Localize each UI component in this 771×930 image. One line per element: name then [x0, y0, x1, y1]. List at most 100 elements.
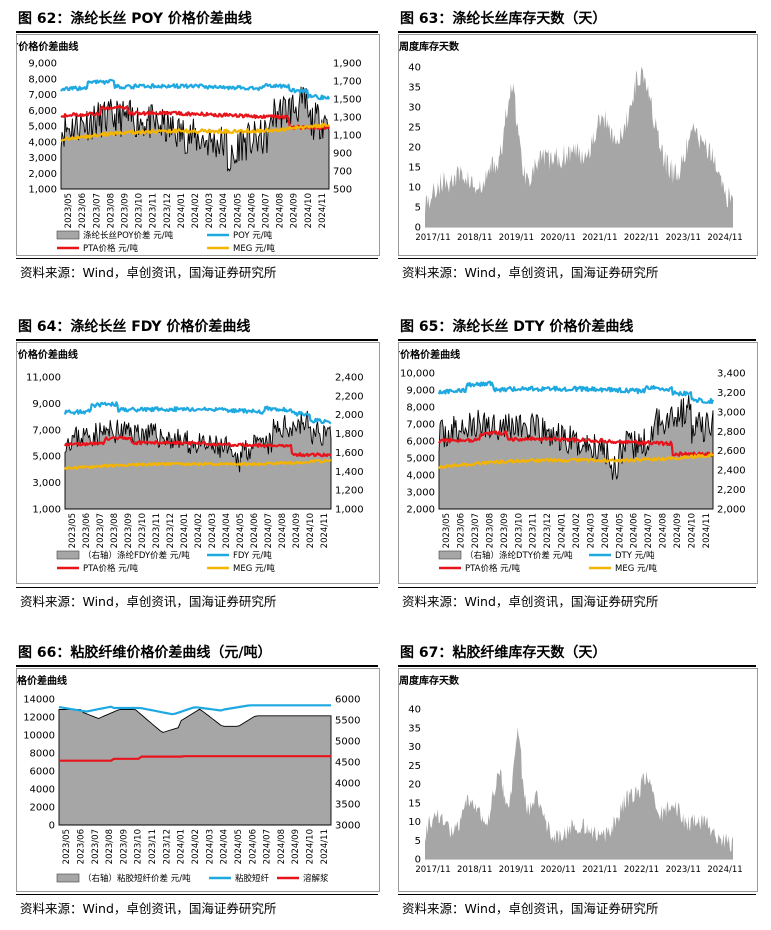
figure-title: 图 64：涤纶长丝 FDY 价格价差曲线 — [18, 319, 251, 335]
source-note: 资料来源：Wind，卓创资讯，国海证券研究所 — [20, 594, 277, 609]
left-tick-label: 15 — [408, 163, 421, 174]
x-tick-label: 2024/03 — [208, 513, 218, 548]
title-rule — [16, 339, 378, 341]
title-rule — [16, 665, 378, 667]
x-tick-label: 2024/03 — [586, 513, 596, 548]
meg-price-line — [438, 452, 714, 470]
source-rule — [16, 894, 378, 895]
x-tick-label: 2024/02 — [572, 513, 582, 548]
source-note: 资料来源：Wind，卓创资讯，国海证券研究所 — [402, 265, 659, 280]
x-tick-label: 2020/11 — [540, 233, 575, 243]
right-tick-label: 500 — [333, 185, 352, 196]
x-tick-label: 2024/03 — [205, 193, 215, 228]
x-tick-label: 2023/11 — [152, 513, 162, 548]
meg-price-line — [64, 459, 332, 471]
right-tick-label: 1,800 — [335, 429, 364, 440]
left-tick-label: 7,000 — [28, 90, 57, 101]
figure-title: 图 63：涤纶长丝库存天数（天） — [400, 11, 607, 27]
x-tick-label: 2024/09 — [291, 829, 301, 864]
left-tick-label: 10 — [408, 183, 421, 194]
right-tick-label: 5000 — [335, 737, 360, 748]
x-tick-label: 2021/11 — [582, 233, 617, 243]
x-tick-label: 2024/11 — [320, 513, 330, 548]
pta-price-line — [64, 435, 332, 458]
left-tick-label: 5,000 — [28, 122, 57, 133]
source-rule — [398, 894, 756, 895]
x-tick-label: 2022/11 — [624, 233, 659, 243]
left-tick-label: 4,000 — [28, 137, 57, 148]
figure-title: 图 66：粘胶纤维价格价差曲线（元/吨） — [18, 645, 272, 661]
right-tick-label: 4000 — [335, 779, 360, 790]
x-tick-label: 2024/01 — [177, 193, 187, 228]
left-tick-label: 20 — [408, 780, 421, 791]
right-tick-label: 6000 — [335, 695, 360, 706]
x-tick-label: 2018/11 — [457, 865, 492, 875]
legend-swatch — [56, 550, 80, 560]
x-tick-label: 2023/06 — [457, 513, 467, 548]
x-tick-label: 2023/05 — [64, 193, 74, 228]
x-tick-label: 2024/07 — [262, 193, 272, 228]
x-tick-label: 2023/08 — [485, 513, 495, 548]
x-tick-label: 2023/12 — [163, 193, 173, 228]
figure-title: 图 67：粘胶纤维库存天数（天） — [400, 645, 607, 661]
left-tick-label: 2000 — [30, 803, 55, 814]
x-tick-label: 2023/09 — [120, 193, 130, 228]
source-note: 资料来源：Wind，卓创资讯，国海证券研究所 — [402, 594, 659, 609]
x-tick-label: 2023/11 — [666, 865, 701, 875]
x-tick-label: 2023/12 — [543, 513, 553, 548]
left-tick-label: 14000 — [23, 695, 55, 706]
legend-label: MEG 元/吨 — [615, 563, 657, 574]
pulp-price-line — [59, 755, 331, 762]
x-tick-label: 2023/11 — [149, 193, 159, 228]
left-tick-label: 15 — [408, 798, 421, 809]
x-tick-label: 2024/11 — [707, 233, 742, 243]
source-rule — [16, 258, 378, 259]
figure-title: 图 65：涤纶长丝 DTY 价格价差曲线 — [400, 319, 634, 335]
right-tick-label: 2,000 — [335, 410, 364, 421]
left-tick-label: 25 — [408, 761, 421, 772]
x-tick-label: 2024/10 — [687, 513, 697, 548]
left-tick-label: 35 — [408, 83, 421, 94]
x-tick-label: 2023/09 — [124, 513, 134, 548]
right-tick-label: 3500 — [335, 800, 360, 811]
left-tick-label: 0 — [415, 855, 421, 866]
legend-swatch — [56, 230, 80, 240]
figure-title: 图 62：涤纶长丝 POY 价格价差曲线 — [18, 11, 252, 27]
x-tick-label: 2024/06 — [248, 829, 258, 864]
legend-label: 粘胶短纤 — [235, 873, 270, 884]
x-tick-label: 2023/07 — [471, 513, 481, 548]
legend-label: POY 元/吨 — [233, 230, 273, 241]
x-tick-label: 2024/03 — [205, 829, 215, 864]
x-tick-label: 2024/09 — [292, 513, 302, 548]
left-tick-label: 10 — [408, 817, 421, 828]
source-rule — [16, 587, 378, 588]
x-tick-label: 2023/10 — [134, 829, 144, 864]
x-tick-label: 2023/08 — [110, 513, 120, 548]
legend-label: DTY 元/吨 — [615, 550, 655, 561]
left-tick-label: 30 — [408, 103, 421, 114]
source-note: 资料来源：Wind，卓创资讯，国海证券研究所 — [402, 901, 659, 916]
right-tick-label: 700 — [333, 167, 352, 178]
x-tick-label: 2024/04 — [222, 513, 232, 548]
source-note: 资料来源：Wind，卓创资讯，国海证券研究所 — [20, 265, 277, 280]
x-tick-label: 2024/05 — [615, 513, 625, 548]
left-tick-label: 25 — [408, 123, 421, 134]
x-tick-label: 2024/04 — [220, 829, 230, 864]
right-tick-label: 3000 — [335, 821, 360, 832]
x-tick-label: 2024/06 — [250, 513, 260, 548]
right-tick-label: 1,600 — [335, 448, 364, 459]
chart-title: 涤纶长丝中国周度库存天数 — [399, 40, 460, 53]
x-tick-label: 2024/08 — [278, 513, 288, 548]
x-tick-label: 2024/10 — [304, 193, 314, 228]
x-tick-label: 2023/07 — [91, 829, 101, 864]
left-tick-label: 35 — [408, 723, 421, 734]
x-tick-label: 2023/11 — [148, 829, 158, 864]
x-tick-label: 2024/01 — [177, 829, 187, 864]
source-rule — [398, 258, 756, 259]
legend-label: FDY 元/吨 — [233, 550, 272, 561]
right-tick-label: 2,400 — [335, 373, 364, 384]
x-tick-label: 2023/10 — [135, 193, 145, 228]
